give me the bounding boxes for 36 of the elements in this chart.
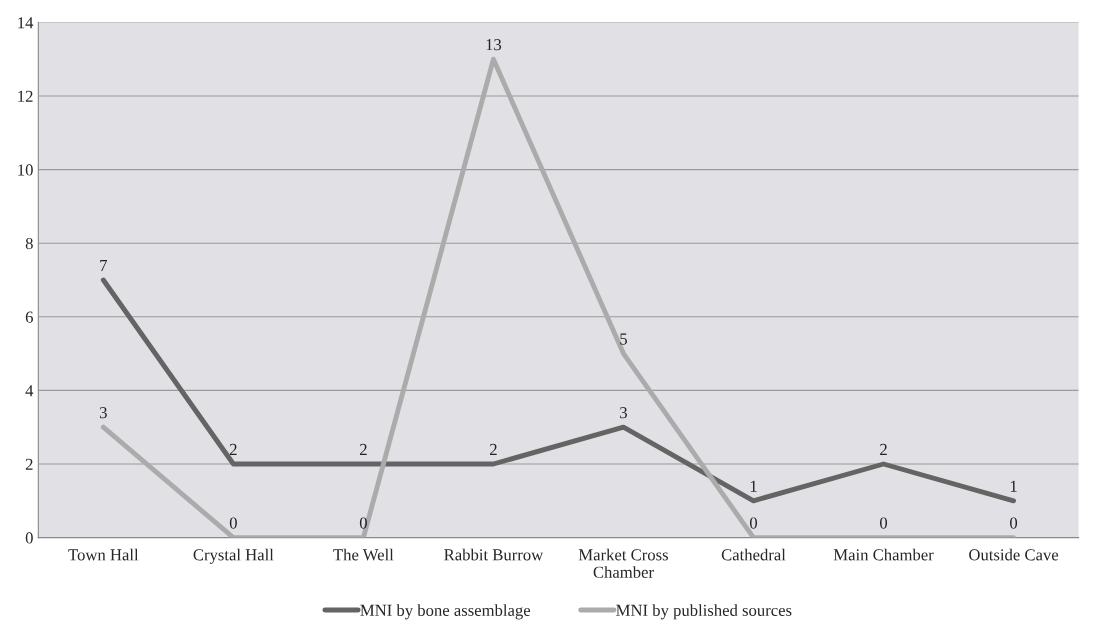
- data-label: 0: [1010, 517, 1018, 529]
- data-label: 1: [1010, 480, 1017, 492]
- y-tick-label: 0: [25, 532, 33, 544]
- y-tick-label: 4: [25, 385, 34, 397]
- y-tick-label: 10: [18, 164, 33, 176]
- data-label: 2: [490, 443, 497, 455]
- line-series: [100, 277, 1016, 504]
- data-label: 3: [620, 407, 627, 419]
- data-label: 0: [359, 517, 367, 529]
- x-tick-label: The Well: [333, 548, 394, 561]
- x-tick-label: Market Cross Chamber: [578, 548, 668, 578]
- data-label: 13: [486, 39, 502, 51]
- data-label: 2: [359, 443, 367, 455]
- data-label: 1: [750, 480, 757, 492]
- y-tick-label: 12: [18, 90, 33, 102]
- data-label: 7: [100, 259, 108, 271]
- data-label: 2: [880, 443, 887, 455]
- x-tick-label: Crystal Hall: [193, 548, 274, 564]
- y-tick-label: 8: [25, 237, 33, 250]
- x-tick-label: Rabbit Burrow: [444, 548, 544, 561]
- y-tick-label: 2: [25, 458, 33, 470]
- y-tick-label: 14: [18, 17, 34, 29]
- x-tick-label: Outside Cave: [969, 548, 1059, 561]
- data-label: 0: [229, 517, 237, 529]
- line-series: [100, 56, 1016, 538]
- data-label: 0: [880, 517, 888, 529]
- legend-label: MNI by published sources: [616, 604, 792, 620]
- data-label: 5: [620, 333, 627, 345]
- legend-label: MNI by bone assemblage: [360, 604, 531, 620]
- x-tick-label: Main Chamber: [833, 548, 934, 561]
- y-tick-label: 6: [25, 311, 33, 323]
- data-label: 2: [229, 443, 237, 455]
- data-label: 3: [99, 407, 107, 419]
- x-tick-label: Cathedral: [721, 548, 786, 561]
- x-tick-label: Town Hall: [68, 548, 139, 561]
- data-label: 0: [749, 517, 758, 529]
